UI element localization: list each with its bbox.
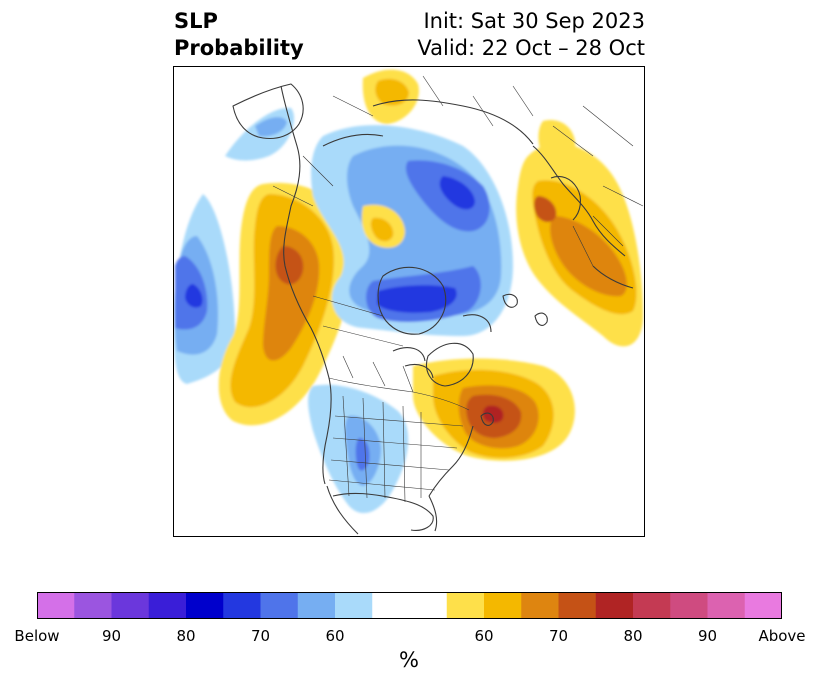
atlantic-high-80 [482, 405, 504, 423]
title-variable: SLP [174, 9, 218, 33]
asia-high-40 [538, 120, 576, 168]
colorbar-cell [409, 592, 448, 619]
map-dates: Init: Sat 30 Sep 2023 Valid: 22 Oct – 28… [417, 8, 645, 62]
coastlines [232, 83, 634, 535]
colorbar-tick-label: 90 [101, 627, 122, 645]
colorbar-tick-label: 60 [325, 627, 345, 645]
colorbar-cell [148, 592, 187, 619]
colorbar-cell [297, 592, 336, 619]
nw-low-50 [255, 117, 287, 137]
colorbar-cell [186, 592, 224, 619]
map-title: SLP Probability [174, 8, 304, 62]
colorbar-cell [595, 592, 634, 619]
colorbar-cells [37, 592, 782, 619]
pacific-low-70 [185, 284, 203, 308]
colorbar-tick-label: 80 [176, 627, 196, 645]
colorbar-tick-label: 70 [548, 627, 569, 645]
europe-high-70 [534, 196, 557, 222]
borders [272, 75, 644, 503]
colorbar-tick-label: 70 [250, 627, 271, 645]
probability-map [173, 66, 645, 537]
arctic-low-70 [377, 285, 457, 313]
colorbar-frame [37, 592, 782, 619]
colorbar-tick-label: 60 [474, 627, 494, 645]
colorbar-tick-label: Below [14, 627, 60, 645]
title-field: Probability [174, 36, 304, 60]
probability-fill [174, 69, 643, 514]
colorbar-cell [744, 592, 782, 619]
colorbar-cell [633, 592, 671, 619]
colorbar-cell [558, 592, 597, 619]
colorbar-cell [335, 592, 373, 619]
colorbar-cell [372, 592, 410, 619]
colorbar-cell [707, 592, 746, 619]
colorbar-cell [484, 592, 522, 619]
colorbar-tick-label: 90 [697, 627, 718, 645]
map-frame [173, 66, 645, 537]
colorbar-tick-label: Above [758, 627, 806, 645]
colorbar-cell [521, 592, 559, 619]
russia-high-50 [375, 78, 409, 106]
colorbar-cell [446, 592, 485, 619]
canada-high-50 [370, 217, 394, 242]
colorbar-tick-label: 80 [623, 627, 643, 645]
alaska-high-70 [275, 246, 304, 285]
europe-high-60 [550, 216, 627, 297]
colorbar-cell [111, 592, 150, 619]
colorbar-cell [670, 592, 708, 619]
init-date: Init: Sat 30 Sep 2023 [423, 9, 645, 33]
colorbar-units: % [399, 648, 419, 672]
colorbar-cell [260, 592, 299, 619]
siberia-low-70 [439, 176, 475, 210]
colorbar-cell [37, 592, 75, 619]
colorbar [37, 592, 782, 619]
colorbar-cell [74, 592, 112, 619]
colorbar-cell [223, 592, 261, 619]
valid-range: Valid: 22 Oct – 28 Oct [417, 36, 645, 60]
